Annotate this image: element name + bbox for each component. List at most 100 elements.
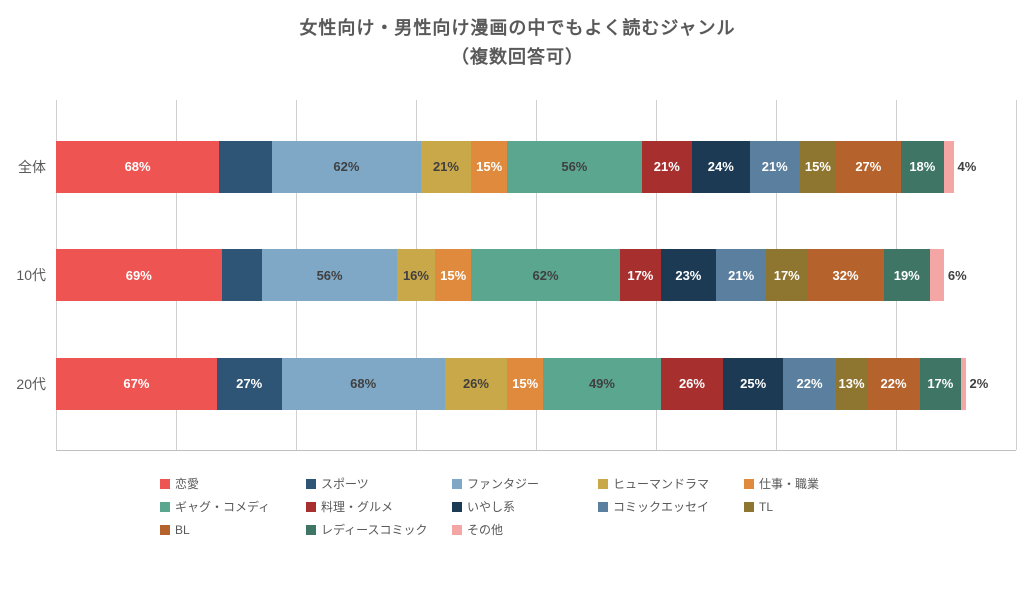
legend: 恋愛 スポーツ ファンタジー ヒューマンドラマ 仕事・職業ギャグ・コメディ 料理・グルメ い… bbox=[160, 475, 920, 538]
segment-essay: 22% bbox=[783, 358, 836, 410]
segment-gag: 62% bbox=[471, 249, 620, 301]
segment-value: 22% bbox=[881, 376, 907, 391]
segment-shigoto: 15% bbox=[471, 141, 507, 193]
segment-value: 22% bbox=[797, 376, 823, 391]
legend-label: ヒューマンドラマ bbox=[613, 475, 709, 492]
segment-value: 15% bbox=[476, 159, 502, 174]
legend-swatch bbox=[160, 525, 170, 535]
segment-fantasy: 68% bbox=[282, 358, 445, 410]
segment-ryori: 26% bbox=[661, 358, 723, 410]
category-label: 全体 bbox=[18, 157, 46, 177]
legend-label: TL bbox=[759, 500, 773, 514]
segment-fantasy: 56% bbox=[262, 249, 396, 301]
segment-shigoto: 15% bbox=[435, 249, 471, 301]
legend-item-human: ヒューマンドラマ bbox=[598, 475, 726, 492]
segment-value: 21% bbox=[728, 268, 754, 283]
segment-iyashi: 24% bbox=[692, 141, 750, 193]
grid-line bbox=[1016, 100, 1017, 450]
legend-label: 料理・グルメ bbox=[321, 498, 393, 515]
segment-renai: 68% bbox=[56, 141, 219, 193]
bar-row-all: 全体68%62%21%15%56%21%24%21%15%27%18%4% bbox=[56, 141, 1016, 193]
segment-value: 21% bbox=[433, 159, 459, 174]
segment-value: 15% bbox=[805, 159, 831, 174]
legend-swatch bbox=[160, 502, 170, 512]
segment-value: 18% bbox=[909, 159, 935, 174]
chart-title-line1: 女性向け・男性向け漫画の中でもよく読むジャンル bbox=[299, 18, 735, 38]
segment-value: 17% bbox=[927, 376, 953, 391]
segment-fantasy: 62% bbox=[272, 141, 421, 193]
segment-bl: 32% bbox=[807, 249, 884, 301]
legend-item-gag: ギャグ・コメディ bbox=[160, 498, 288, 515]
segment-other: 6% bbox=[930, 249, 944, 301]
segment-bl: 27% bbox=[836, 141, 901, 193]
segment-ladies: 18% bbox=[901, 141, 944, 193]
legend-swatch bbox=[744, 502, 754, 512]
legend-item-tl: TL bbox=[744, 498, 872, 515]
segment-value: 68% bbox=[350, 376, 376, 391]
segment-value: 2% bbox=[970, 376, 989, 391]
legend-swatch bbox=[452, 502, 462, 512]
segment-value: 21% bbox=[654, 159, 680, 174]
legend-item-iyashi: いやし系 bbox=[452, 498, 580, 515]
segment-gag: 56% bbox=[507, 141, 641, 193]
segment-value: 23% bbox=[675, 268, 701, 283]
legend-swatch bbox=[160, 479, 170, 489]
segment-other: 2% bbox=[961, 358, 966, 410]
segment-sports bbox=[219, 141, 272, 193]
category-label: 20代 bbox=[16, 374, 46, 394]
segment-human: 26% bbox=[445, 358, 507, 410]
segment-value: 68% bbox=[125, 159, 151, 174]
segment-ryori: 21% bbox=[642, 141, 692, 193]
legend-label: ファンタジー bbox=[467, 475, 539, 492]
segment-human: 21% bbox=[421, 141, 471, 193]
genre-stacked-bar-chart: 女性向け・男性向け漫画の中でもよく読むジャンル （複数回答可） 全体 68% 62%… bbox=[0, 0, 1035, 591]
segment-value: 15% bbox=[512, 376, 538, 391]
segment-value: 62% bbox=[333, 159, 359, 174]
segment-gag: 49% bbox=[543, 358, 661, 410]
legend-label: 恋愛 bbox=[175, 475, 199, 492]
segment-ryori: 17% bbox=[620, 249, 661, 301]
legend-item-fantasy: ファンタジー bbox=[452, 475, 580, 492]
legend-swatch bbox=[598, 479, 608, 489]
legend-item-ryori: 料理・グルメ bbox=[306, 498, 434, 515]
segment-renai: 67% bbox=[56, 358, 217, 410]
legend-item-sports: スポーツ bbox=[306, 475, 434, 492]
x-axis-line bbox=[56, 450, 1016, 451]
segment-tl: 15% bbox=[800, 141, 836, 193]
segment-value: 24% bbox=[708, 159, 734, 174]
segment-essay: 21% bbox=[716, 249, 766, 301]
segment-shigoto: 15% bbox=[507, 358, 543, 410]
segment-ladies: 19% bbox=[884, 249, 930, 301]
legend-swatch bbox=[598, 502, 608, 512]
segment-value: 49% bbox=[589, 376, 615, 391]
segment-value: 69% bbox=[126, 268, 152, 283]
segment-value: 17% bbox=[627, 268, 653, 283]
legend-label: その他 bbox=[467, 521, 503, 538]
segment-renai: 69% bbox=[56, 249, 222, 301]
legend-swatch bbox=[306, 525, 316, 535]
segment-value: 15% bbox=[440, 268, 466, 283]
legend-label: スポーツ bbox=[321, 475, 369, 492]
bar-row-t10: 10代69%56%16%15%62%17%23%21%17%32%19%6% bbox=[56, 249, 1016, 301]
segment-value: 21% bbox=[762, 159, 788, 174]
chart-title-line2: （複数回答可） bbox=[451, 47, 584, 67]
legend-label: レディースコミック bbox=[321, 521, 428, 538]
segment-other: 4% bbox=[944, 141, 954, 193]
segment-value: 19% bbox=[894, 268, 920, 283]
segment-tl: 17% bbox=[766, 249, 807, 301]
legend-swatch bbox=[452, 525, 462, 535]
segment-human: 16% bbox=[397, 249, 435, 301]
segment-value: 25% bbox=[740, 376, 766, 391]
segment-value: 13% bbox=[839, 376, 865, 391]
legend-swatch bbox=[306, 479, 316, 489]
segment-value: 16% bbox=[403, 268, 429, 283]
segment-value: 26% bbox=[463, 376, 489, 391]
segment-value: 62% bbox=[533, 268, 559, 283]
legend-item-essay: コミックエッセイ bbox=[598, 498, 726, 515]
legend-item-shigoto: 仕事・職業 bbox=[744, 475, 872, 492]
legend-swatch bbox=[306, 502, 316, 512]
segment-value: 56% bbox=[317, 268, 343, 283]
segment-value: 27% bbox=[855, 159, 881, 174]
segment-value: 4% bbox=[958, 159, 977, 174]
legend-label: コミックエッセイ bbox=[613, 498, 709, 515]
